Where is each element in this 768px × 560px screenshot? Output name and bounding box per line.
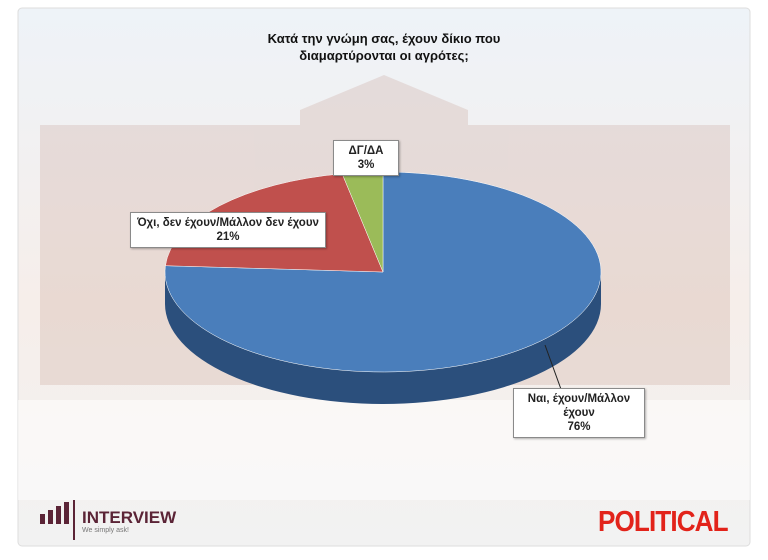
- chart-title: Κατά την γνώμη σας, έχουν δίκιο που διαμ…: [267, 31, 501, 63]
- pollster-slogan: We simply ask!: [82, 527, 129, 534]
- value-label: 76%: [567, 421, 591, 433]
- category-label: Ναι, έχουν/Μάλλον έχουν: [527, 393, 631, 419]
- category-label: ΔΓ/ΔΑ: [348, 145, 384, 157]
- interview-logo-icon: [40, 500, 75, 540]
- value-label: 3%: [357, 159, 375, 171]
- category-label: Όχι, δεν έχουν/Μάλλον δεν έχουν: [137, 217, 319, 229]
- pollster-logo: INTERVIEW: [82, 508, 177, 527]
- leader-line: [544, 344, 563, 393]
- publisher-logo: POLITICAL: [598, 506, 729, 538]
- data-label: Ναι, έχουν/Μάλλον έχουν 76%: [513, 388, 645, 438]
- pie-slice-side: [165, 272, 601, 404]
- data-label: Όχι, δεν έχουν/Μάλλον δεν έχουν 21%: [130, 212, 326, 248]
- data-label: ΔΓ/ΔΑ 3%: [333, 140, 399, 176]
- value-label: 21%: [216, 231, 240, 243]
